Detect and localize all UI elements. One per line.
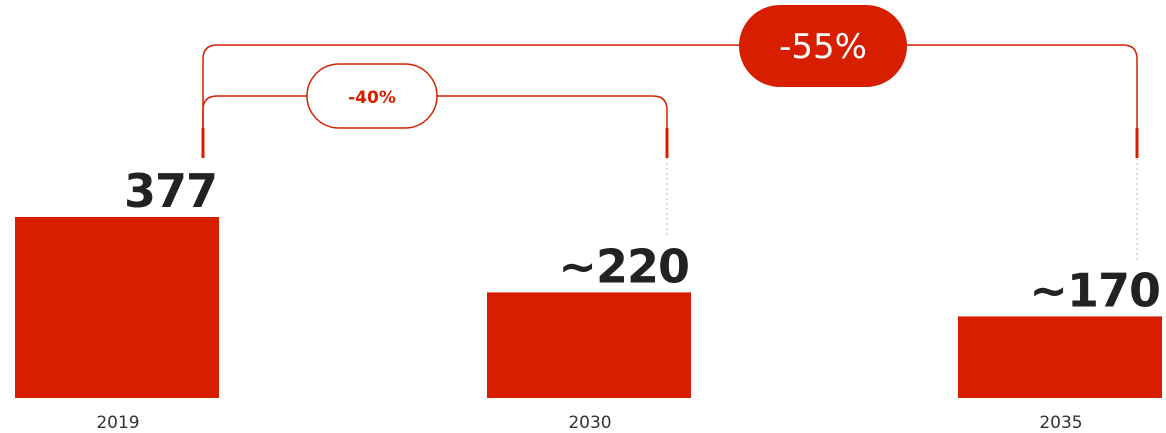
bracket-layer: -40% -55% xyxy=(201,5,1139,262)
value-label-2019: 377 xyxy=(124,164,217,218)
tick-label-2035: 2035 xyxy=(1039,413,1082,433)
bar-2035 xyxy=(958,316,1162,398)
tick-labels-layer: 2019 2030 2035 xyxy=(96,413,1082,433)
tick-label-2019: 2019 xyxy=(96,413,139,433)
value-labels-layer: 377 ~220 ~170 xyxy=(124,164,1161,317)
annotation-pill xyxy=(739,5,907,87)
bar-2019 xyxy=(15,217,219,398)
bars-layer xyxy=(15,217,1162,398)
annotation-label: -40% xyxy=(348,88,396,108)
annotation-2019-2035: -55% xyxy=(739,5,907,87)
value-label-2030: ~220 xyxy=(558,239,689,293)
value-label-2035: ~170 xyxy=(1029,263,1160,317)
bracket-2019-2035 xyxy=(202,44,1138,158)
annotation-pill xyxy=(306,63,438,129)
annotation-label: -55% xyxy=(779,27,867,67)
annotation-2019-2030: -40% xyxy=(306,63,438,129)
tick-label-2030: 2030 xyxy=(568,413,611,433)
bar-2030 xyxy=(487,292,691,398)
